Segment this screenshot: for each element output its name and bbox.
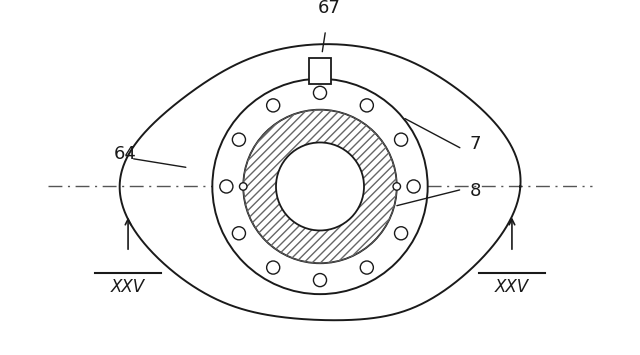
Circle shape [394, 227, 408, 240]
Circle shape [243, 110, 397, 263]
Text: XXV: XXV [495, 278, 529, 296]
Circle shape [267, 261, 280, 274]
Circle shape [394, 133, 408, 146]
Circle shape [360, 261, 373, 274]
Circle shape [360, 99, 373, 112]
Circle shape [220, 180, 233, 193]
Text: 67: 67 [318, 0, 341, 17]
Circle shape [314, 274, 326, 286]
Circle shape [314, 86, 326, 99]
Circle shape [407, 180, 420, 193]
Text: 64: 64 [114, 145, 137, 163]
Bar [308, 58, 332, 84]
Circle shape [232, 133, 246, 146]
Text: XXV: XXV [111, 278, 145, 296]
Circle shape [276, 142, 364, 230]
Circle shape [239, 183, 247, 190]
Circle shape [267, 99, 280, 112]
Text: 8: 8 [470, 182, 481, 200]
Text: 7: 7 [470, 135, 481, 153]
Circle shape [393, 183, 401, 190]
Circle shape [212, 79, 428, 294]
Circle shape [232, 227, 246, 240]
